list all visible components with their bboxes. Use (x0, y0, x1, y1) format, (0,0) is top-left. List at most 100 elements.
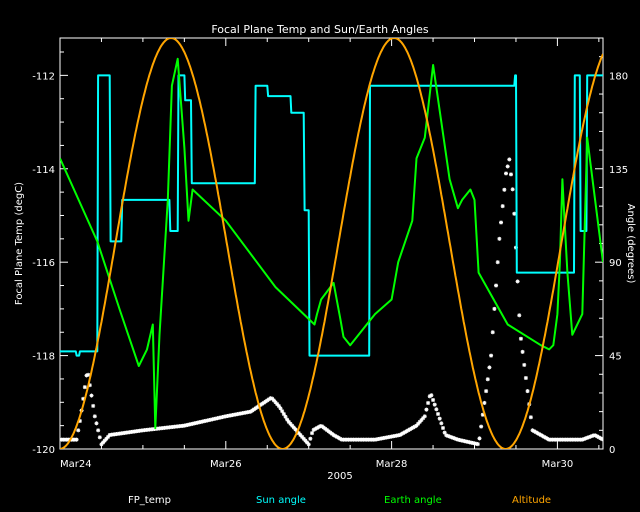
data-point-fp-temp (508, 172, 513, 177)
y-right-tick-label: 180 (609, 71, 628, 82)
legend-entry-fp-temp: FP_temp (128, 495, 171, 506)
data-point-fp-temp (528, 415, 533, 420)
series-line-altitude (60, 38, 603, 449)
asterisk-stroke (505, 164, 510, 169)
y-left-tick-label: -118 (32, 352, 55, 363)
asterisk-stroke (426, 401, 430, 405)
asterisk-stroke (535, 431, 540, 435)
asterisk-stroke (515, 279, 520, 284)
asterisk-stroke (336, 435, 341, 440)
asterisk-stroke (436, 412, 440, 416)
data-point-fp-temp (520, 349, 525, 354)
asterisk-stroke (479, 424, 483, 429)
asterisk-stroke (290, 423, 294, 428)
plot-area (60, 38, 603, 449)
asterisk-stroke (429, 393, 434, 398)
data-point-fp-temp (543, 435, 548, 440)
asterisk-stroke (273, 400, 278, 405)
x-tick-label: Mar28 (376, 459, 408, 470)
data-point-fp-temp (278, 406, 283, 411)
data-point-fp-temp (281, 411, 286, 416)
asterisk-stroke (291, 425, 296, 430)
data-point-fp-temp (487, 365, 492, 370)
data-point-fp-temp (505, 164, 510, 169)
data-point-fp-temp (475, 442, 480, 447)
asterisk-stroke (277, 404, 281, 408)
asterisk-stroke (74, 437, 79, 442)
data-point-fp-temp (494, 283, 499, 288)
y-right-tick-label: 0 (609, 445, 615, 456)
asterisk-stroke (492, 307, 497, 311)
data-point-fp-temp (581, 437, 586, 442)
data-point-fp-temp (510, 187, 515, 192)
asterisk-stroke (533, 430, 538, 435)
data-point-fp-temp (97, 435, 102, 440)
data-point-fp-temp (492, 306, 497, 311)
asterisk-stroke (446, 434, 450, 438)
data-point-fp-temp (504, 171, 509, 176)
asterisk-stroke (530, 428, 535, 433)
data-point-fp-temp (280, 409, 285, 414)
asterisk-stroke (510, 187, 515, 192)
asterisk-stroke (305, 440, 309, 445)
asterisk-stroke (482, 401, 487, 405)
data-point-fp-temp (479, 424, 484, 429)
y-left-tick-label: -120 (32, 445, 55, 456)
data-point-fp-temp (432, 402, 437, 407)
asterisk-stroke (301, 436, 306, 441)
asterisk-stroke (507, 157, 512, 162)
data-point-fp-temp (306, 442, 311, 447)
asterisk-stroke (283, 414, 288, 419)
asterisk-stroke (600, 437, 603, 442)
asterisk-stroke (522, 363, 527, 367)
x-tick-label: Mar26 (210, 459, 242, 470)
asterisk-stroke (288, 421, 293, 426)
data-point-fp-temp (429, 393, 434, 398)
asterisk-stroke (595, 434, 600, 439)
data-point-fp-temp (497, 236, 502, 241)
asterisk-stroke (431, 398, 435, 402)
asterisk-stroke (441, 426, 445, 430)
asterisk-stroke (537, 432, 542, 436)
data-point-fp-temp (482, 400, 487, 405)
asterisk-stroke (331, 433, 336, 437)
asterisk-stroke (424, 407, 429, 412)
asterisk-stroke (272, 398, 276, 403)
asterisk-stroke (434, 407, 439, 412)
asterisk-stroke (447, 434, 452, 439)
y-left-axis-label: Focal Plane Temp (degC) (14, 182, 25, 305)
asterisk-stroke (449, 435, 454, 440)
plot-frame (59, 37, 604, 450)
data-point-fp-temp (484, 389, 489, 394)
asterisk-stroke (490, 330, 495, 335)
series-line-sun-angle (60, 74, 603, 357)
y-right-tick-label: 135 (609, 165, 628, 176)
asterisk-stroke (298, 433, 303, 437)
asterisk-stroke (494, 283, 498, 288)
data-point-fp-temp (522, 362, 527, 367)
asterisk-stroke (454, 437, 459, 441)
asterisk-stroke (444, 433, 449, 438)
data-point-fp-temp (434, 407, 439, 412)
asterisk-stroke (545, 436, 550, 441)
asterisk-stroke (91, 404, 96, 408)
data-point-fp-temp (437, 416, 442, 421)
asterisk-stroke (529, 415, 533, 420)
legend-entry-earth-angle: Earth angle (384, 495, 442, 506)
asterisk-stroke (439, 421, 444, 426)
asterisk-stroke (278, 406, 283, 411)
asterisk-stroke (543, 435, 548, 440)
asterisk-stroke (286, 420, 291, 424)
asterisk-stroke (442, 430, 447, 435)
asterisk-stroke (293, 427, 298, 432)
y-right-tick-label: 90 (609, 258, 622, 269)
data-point-fp-temp (477, 436, 482, 441)
data-point-fp-temp (500, 204, 505, 209)
data-point-fp-temp (76, 428, 81, 433)
asterisk-stroke (504, 171, 508, 176)
data-point-fp-temp (585, 435, 590, 440)
data-point-fp-temp (310, 431, 315, 436)
asterisk-stroke (303, 438, 308, 443)
asterisk-stroke (497, 236, 502, 241)
